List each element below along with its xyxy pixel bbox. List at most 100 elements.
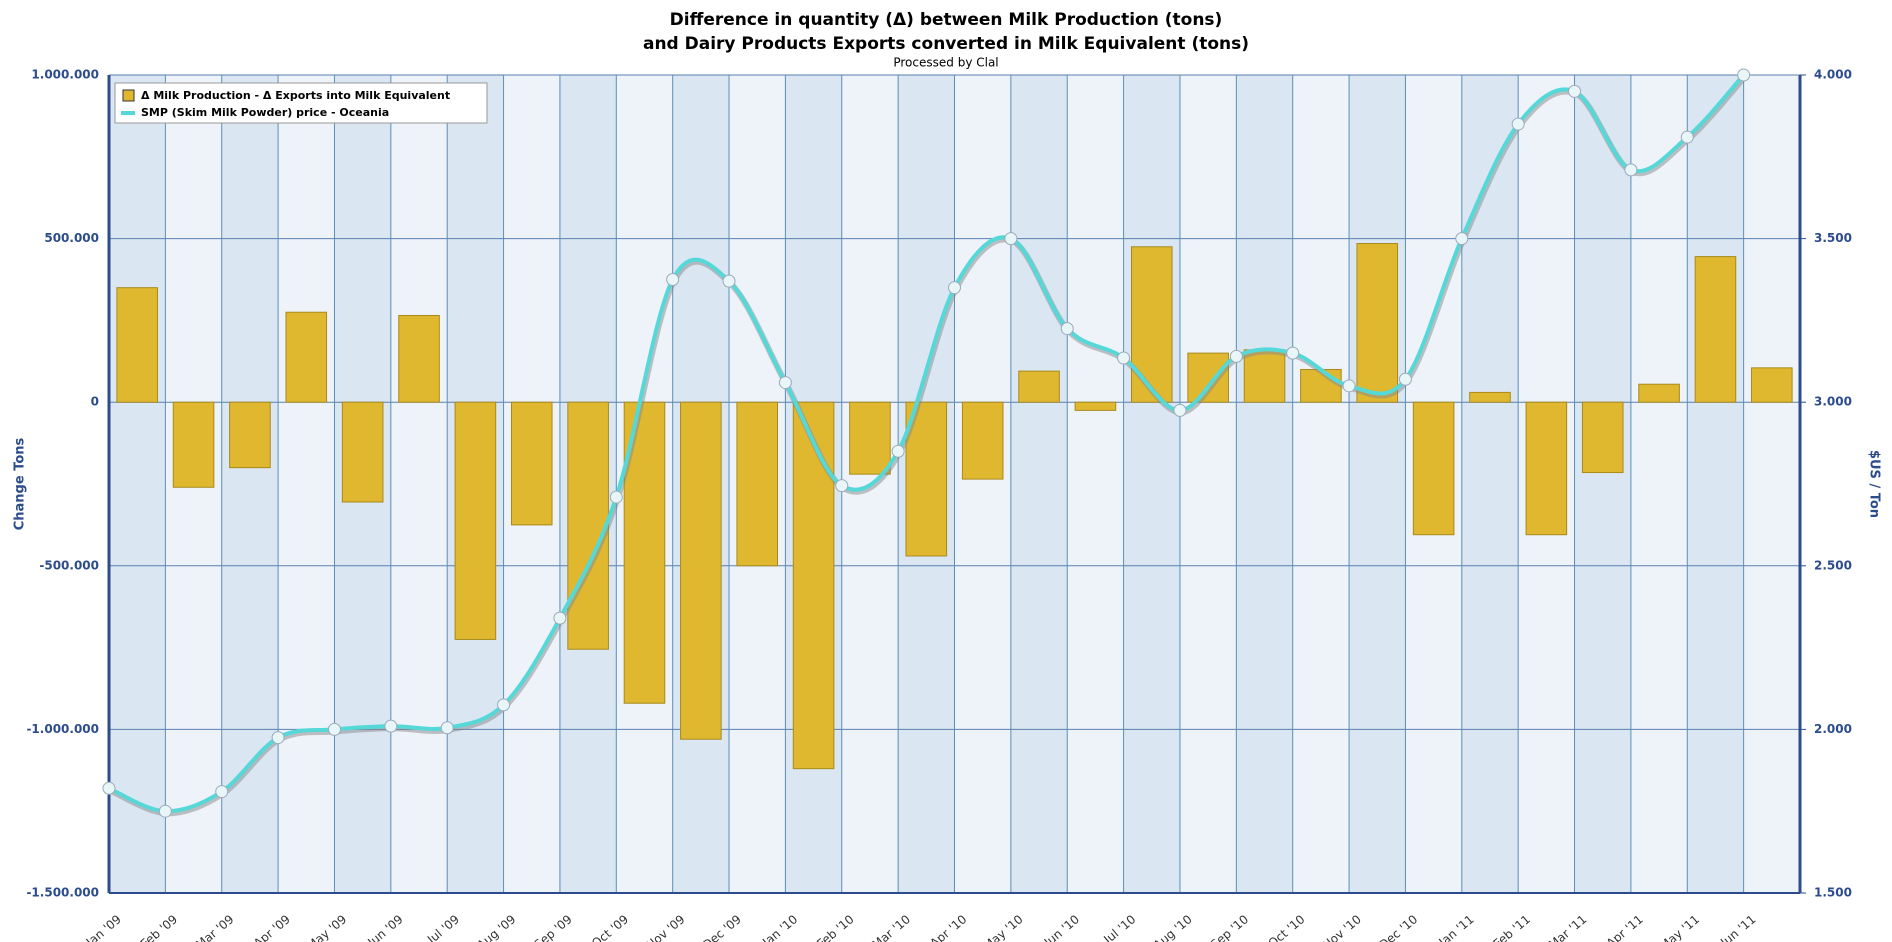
legend-label: SMP (Skim Milk Powder) price - Oceania (141, 106, 389, 119)
x-tick-label: Jun '09 (364, 912, 405, 942)
y-tick-label: 1.000.000 (31, 68, 99, 82)
column-stripe (1630, 75, 1688, 893)
line-point (722, 274, 736, 288)
x-tick-label: Mar '11 (1546, 912, 1589, 942)
line-point (835, 479, 849, 493)
bar (1525, 401, 1568, 536)
x-tick-label: May '09 (304, 912, 349, 942)
line-point (1117, 351, 1131, 365)
line-point (158, 804, 172, 818)
bar (510, 401, 553, 526)
line-point (1229, 349, 1243, 363)
bar (1412, 401, 1455, 536)
x-tick-label: May '11 (1657, 912, 1702, 942)
column-stripe (1461, 75, 1519, 893)
column-stripe (1349, 75, 1406, 893)
column-stripe (1179, 75, 1237, 893)
x-tick-label: Jan '11 (1436, 912, 1477, 942)
line-point (1398, 372, 1412, 386)
line-point (778, 376, 792, 390)
line-point (384, 719, 398, 733)
x-tick-label: Nov '10 (1320, 912, 1364, 942)
line-point (1568, 84, 1582, 98)
bar (1130, 246, 1173, 403)
x-tick-label: Jul '09 (424, 912, 462, 942)
line-point (327, 722, 341, 736)
column-stripe (954, 75, 1011, 893)
legend: Δ Milk Production - Δ Exports into Milk … (114, 82, 488, 124)
line-point (1455, 232, 1469, 246)
x-tick-label: Feb '11 (1491, 912, 1533, 942)
x-tick-label: Aug '09 (474, 912, 518, 942)
x-tick-label: Apr '11 (1604, 912, 1646, 942)
x-tick-label: Nov '09 (643, 912, 687, 942)
column-stripe (1292, 75, 1350, 893)
x-tick-label: Mar '09 (193, 912, 236, 942)
legend-label: Δ Milk Production - Δ Exports into Milk … (141, 89, 450, 102)
x-tick-label: Feb '09 (138, 912, 180, 942)
bar (1300, 368, 1342, 403)
y2-tick-label: 3.500 (1814, 231, 1852, 245)
line-point (1342, 379, 1356, 393)
x-tick-label: Oct '10 (1266, 912, 1308, 942)
x-tick-label: Jan '09 (83, 912, 124, 942)
x-tick-label: Dec '09 (700, 912, 744, 942)
x-tick-label: Sep '10 (1208, 912, 1251, 942)
line-point (1004, 232, 1018, 246)
line-point (102, 781, 116, 795)
chart-subtitle: Processed by Clal (893, 56, 998, 70)
x-tick-label: Apr '10 (927, 912, 969, 942)
legend-box (114, 82, 488, 124)
bar (1469, 391, 1511, 403)
bar (1018, 370, 1060, 403)
chart-title: and Dairy Products Exports converted in … (643, 34, 1249, 54)
column-stripe (109, 75, 166, 893)
bar (1751, 367, 1793, 403)
y2-tick-label: 2.500 (1814, 558, 1852, 572)
line-point (1624, 163, 1638, 177)
bar (285, 311, 328, 403)
y-tick-label: -1.500.000 (26, 886, 99, 900)
legend-swatch (121, 111, 135, 115)
x-tick-label: Jun '10 (1041, 912, 1082, 942)
line (108, 73, 1746, 814)
column-stripe (1010, 75, 1068, 893)
x-tick-label: May '10 (981, 912, 1026, 942)
x-tick-label: Dec '10 (1376, 912, 1420, 942)
y-tick-label: 500.000 (44, 231, 99, 245)
line-point (1680, 130, 1694, 144)
column-stripe (1687, 75, 1744, 893)
line-point (609, 490, 623, 504)
bar (172, 401, 215, 488)
line-point (440, 721, 454, 735)
y2-axis-label: $US / Ton (1867, 450, 1882, 518)
y2-tick-label: 3.000 (1814, 395, 1852, 409)
y-tick-label: -1.000.000 (26, 722, 99, 736)
column-stripe (1574, 75, 1631, 893)
line-point (1286, 346, 1300, 360)
bar (961, 401, 1004, 480)
column-stripe (278, 75, 335, 893)
x-tick-label: Feb '10 (814, 912, 856, 942)
bar (454, 401, 497, 640)
x-tick-label: Jul '10 (1100, 912, 1138, 942)
y-tick-label: 0 (91, 395, 99, 409)
bar (1243, 349, 1286, 403)
line-point (1511, 117, 1525, 131)
bar (116, 287, 158, 403)
x-tick-label: Mar '10 (869, 912, 912, 942)
bar (1694, 256, 1737, 403)
line-point (497, 698, 511, 712)
x-tick-label: Jan '10 (759, 912, 800, 942)
line-point (553, 611, 567, 625)
line-point (271, 731, 285, 745)
legend-swatch (122, 89, 135, 102)
y-axis-label: Change Tons (13, 437, 28, 530)
x-tick-label: Apr '09 (251, 912, 293, 942)
column-stripe (1236, 75, 1293, 893)
bar (849, 401, 891, 475)
column-stripe (1067, 75, 1124, 893)
x-tick-label: Sep '09 (531, 912, 574, 942)
line-point (891, 444, 905, 458)
